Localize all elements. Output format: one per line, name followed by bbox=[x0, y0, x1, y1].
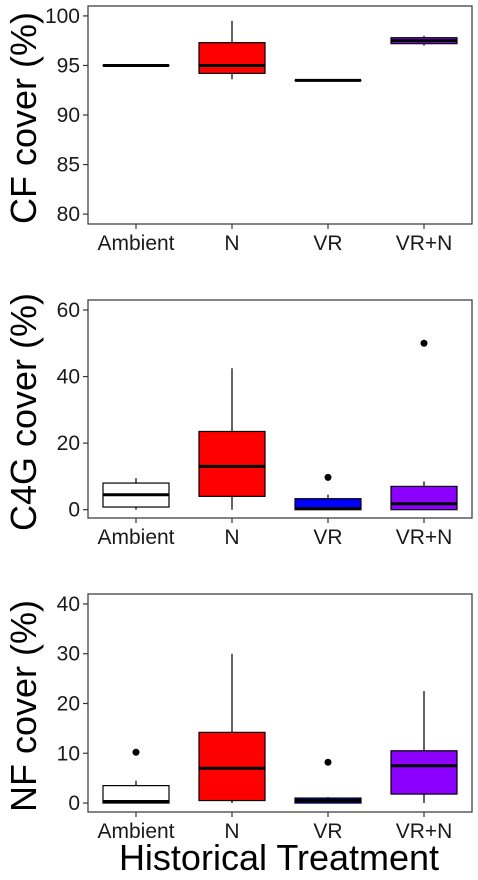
box-n bbox=[198, 20, 266, 80]
box-ambient bbox=[102, 478, 170, 510]
y-tick-label: 20 bbox=[57, 692, 80, 715]
outlier-point bbox=[132, 748, 140, 756]
x-tick-label: VR bbox=[313, 820, 342, 843]
x-axis-title: Historical Treatment bbox=[119, 837, 439, 878]
box-iqr bbox=[198, 430, 266, 497]
panel-3: 0 10 20 30 40 Ambient N VR VR+N NF cover (%) bbox=[3, 593, 473, 843]
box-vr bbox=[294, 473, 362, 511]
box-vr-n bbox=[390, 339, 458, 511]
x-tick-label: VR+N bbox=[396, 820, 453, 843]
y-tick-label: 40 bbox=[57, 593, 80, 616]
x-tick-label: N bbox=[224, 232, 239, 255]
box-iqr bbox=[198, 42, 266, 74]
x-tick-label: Ambient bbox=[97, 820, 174, 843]
panel-2: 0 20 40 60 Ambient N VR VR+N C4G cover (%) bbox=[3, 293, 473, 549]
y-tick-label: 60 bbox=[57, 299, 80, 322]
x-tick-label: N bbox=[224, 526, 239, 549]
y-axis-title: CF cover (%) bbox=[3, 12, 44, 224]
y-tick-label: 100 bbox=[45, 5, 80, 28]
y-tick-label: 80 bbox=[57, 203, 80, 226]
box-ambient bbox=[102, 748, 170, 804]
y-tick-label: 85 bbox=[57, 154, 80, 177]
box-vr-n bbox=[390, 35, 458, 46]
x-tick-label: Ambient bbox=[97, 232, 174, 255]
y-tick-label: 95 bbox=[57, 54, 80, 77]
x-tick-label: VR+N bbox=[396, 232, 453, 255]
y-tick-label: 30 bbox=[57, 643, 80, 666]
y-tick-label: 10 bbox=[57, 742, 80, 765]
y-tick-label: 20 bbox=[57, 432, 80, 455]
x-tick-label: VR bbox=[313, 232, 342, 255]
box-n bbox=[198, 653, 266, 804]
y-axis-title: C4G cover (%) bbox=[3, 293, 44, 531]
x-tick-label: VR bbox=[313, 526, 342, 549]
y-axis-title: NF cover (%) bbox=[3, 600, 44, 812]
x-tick-label: VR+N bbox=[396, 526, 453, 549]
y-tick-label: 0 bbox=[68, 792, 80, 815]
box-iqr bbox=[198, 731, 266, 802]
y-tick-label: 90 bbox=[57, 104, 80, 127]
box-vr-n bbox=[390, 691, 458, 804]
box-iqr bbox=[390, 485, 458, 511]
x-tick-label: Ambient bbox=[97, 526, 174, 549]
panel-1: 80 85 90 95 100 Ambient N VR VR+N CF cover (%) bbox=[3, 5, 473, 255]
box-n bbox=[198, 368, 266, 510]
y-tick-label: 0 bbox=[68, 499, 80, 522]
box-vr bbox=[294, 758, 362, 804]
y-tick-label: 40 bbox=[57, 366, 80, 389]
panel-border bbox=[87, 299, 473, 519]
x-tick-label: N bbox=[224, 820, 239, 843]
outlier-point bbox=[324, 473, 332, 481]
outlier-point bbox=[420, 339, 428, 347]
outlier-point bbox=[324, 758, 332, 766]
box-iqr bbox=[390, 750, 458, 795]
